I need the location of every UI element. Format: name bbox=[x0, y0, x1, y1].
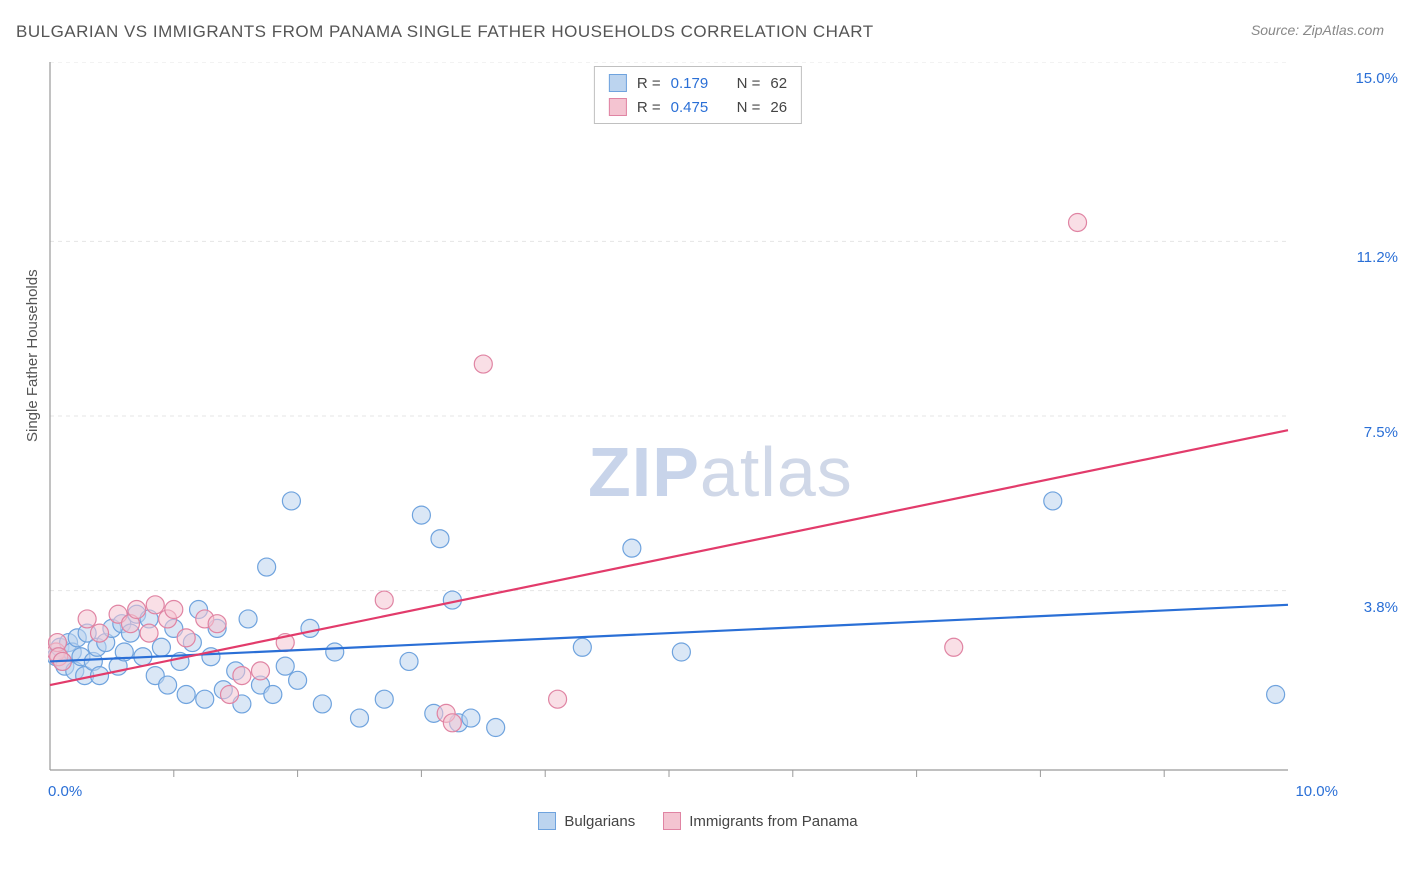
data-point bbox=[487, 719, 505, 737]
data-point bbox=[375, 591, 393, 609]
legend-swatch bbox=[609, 98, 627, 116]
y-tick-label: 3.8% bbox=[1364, 599, 1398, 616]
series-legend: Bulgarians Immigrants from Panama bbox=[48, 812, 1348, 830]
data-point bbox=[431, 530, 449, 548]
data-point bbox=[313, 695, 331, 713]
data-point bbox=[146, 596, 164, 614]
x-axis-min-label: 0.0% bbox=[48, 783, 82, 800]
r-label: R = bbox=[637, 99, 661, 116]
data-point bbox=[375, 690, 393, 708]
data-point bbox=[152, 638, 170, 656]
legend-row: R = 0.179 N = 62 bbox=[609, 71, 787, 95]
n-value: 62 bbox=[770, 75, 787, 92]
y-tick-label: 7.5% bbox=[1364, 424, 1398, 441]
legend-swatch bbox=[538, 812, 556, 830]
series-legend-item: Immigrants from Panama bbox=[663, 812, 857, 830]
y-tick-label: 15.0% bbox=[1355, 70, 1398, 87]
trend-line bbox=[50, 430, 1288, 685]
data-point bbox=[128, 601, 146, 619]
correlation-legend: R = 0.179 N = 62 R = 0.475 N = 26 bbox=[594, 66, 802, 124]
data-point bbox=[282, 492, 300, 510]
data-point bbox=[474, 355, 492, 373]
data-point bbox=[1069, 213, 1087, 231]
r-value: 0.179 bbox=[671, 75, 719, 92]
y-tick-label: 11.2% bbox=[1357, 249, 1398, 266]
y-axis-label: Single Father Households bbox=[24, 269, 41, 442]
source-attribution: Source: ZipAtlas.com bbox=[1251, 22, 1384, 38]
data-point bbox=[159, 676, 177, 694]
data-point bbox=[400, 652, 418, 670]
r-label: R = bbox=[637, 75, 661, 92]
data-point bbox=[945, 638, 963, 656]
data-point bbox=[258, 558, 276, 576]
trend-line bbox=[50, 605, 1288, 662]
data-point bbox=[549, 690, 567, 708]
chart-area: Single Father Households ZIPatlas R = 0.… bbox=[48, 62, 1348, 830]
data-point bbox=[1044, 492, 1062, 510]
legend-swatch bbox=[663, 812, 681, 830]
data-point bbox=[264, 685, 282, 703]
legend-row: R = 0.475 N = 26 bbox=[609, 95, 787, 119]
data-point bbox=[251, 662, 269, 680]
data-point bbox=[351, 709, 369, 727]
data-point bbox=[443, 714, 461, 732]
n-label: N = bbox=[737, 75, 761, 92]
legend-swatch bbox=[609, 74, 627, 92]
data-point bbox=[672, 643, 690, 661]
data-point bbox=[573, 638, 591, 656]
data-point bbox=[412, 506, 430, 524]
data-point bbox=[177, 629, 195, 647]
data-point bbox=[221, 685, 239, 703]
data-point bbox=[623, 539, 641, 557]
data-point bbox=[239, 610, 257, 628]
data-point bbox=[326, 643, 344, 661]
r-value: 0.475 bbox=[671, 99, 719, 116]
data-point bbox=[196, 690, 214, 708]
series-name: Bulgarians bbox=[564, 813, 635, 830]
series-legend-item: Bulgarians bbox=[538, 812, 635, 830]
data-point bbox=[233, 667, 251, 685]
data-point bbox=[91, 624, 109, 642]
data-point bbox=[78, 610, 96, 628]
n-label: N = bbox=[737, 99, 761, 116]
scatter-plot bbox=[48, 62, 1348, 830]
data-point bbox=[208, 615, 226, 633]
data-point bbox=[462, 709, 480, 727]
x-axis-max-label: 10.0% bbox=[1295, 783, 1338, 800]
data-point bbox=[177, 685, 195, 703]
data-point bbox=[140, 624, 158, 642]
data-point bbox=[301, 619, 319, 637]
data-point bbox=[289, 671, 307, 689]
n-value: 26 bbox=[770, 99, 787, 116]
data-point bbox=[165, 601, 183, 619]
chart-title: BULGARIAN VS IMMIGRANTS FROM PANAMA SING… bbox=[16, 22, 874, 42]
series-name: Immigrants from Panama bbox=[689, 813, 857, 830]
data-point bbox=[1267, 685, 1285, 703]
data-point bbox=[276, 657, 294, 675]
